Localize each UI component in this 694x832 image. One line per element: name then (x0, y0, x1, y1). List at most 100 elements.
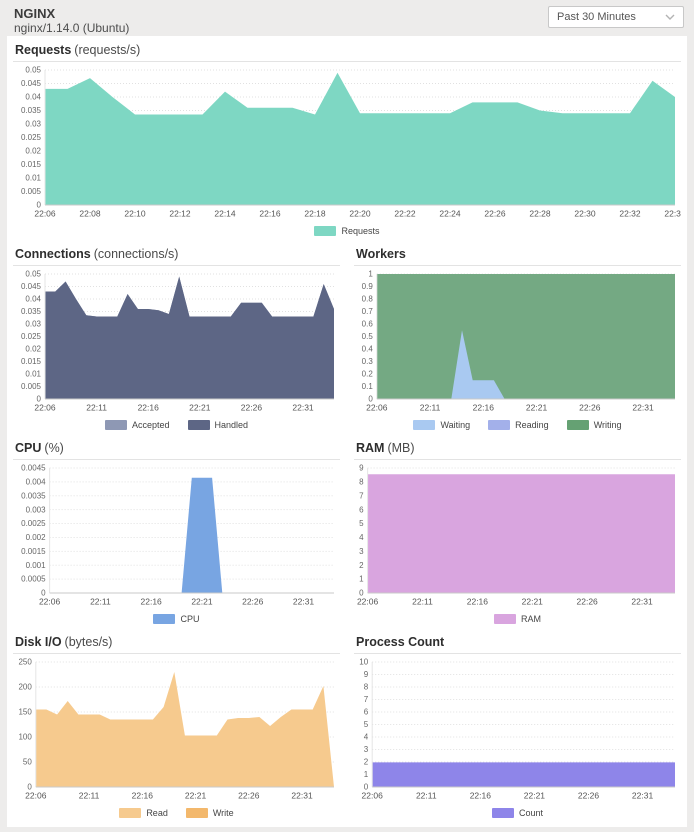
svg-text:1: 1 (359, 575, 364, 584)
svg-text:5: 5 (359, 519, 364, 528)
svg-text:22:11: 22:11 (420, 403, 441, 413)
app-title: NGINX (14, 6, 56, 21)
svg-text:22:21: 22:21 (522, 597, 544, 607)
svg-text:9: 9 (364, 670, 369, 679)
svg-text:2: 2 (364, 758, 369, 767)
svg-text:4: 4 (364, 733, 369, 742)
time-range-select[interactable]: Past 30 Minutes (548, 6, 684, 28)
svg-text:0.001: 0.001 (26, 561, 47, 570)
svg-text:22:16: 22:16 (467, 597, 489, 607)
legend-item-waiting: Waiting (413, 419, 471, 430)
svg-text:22:21: 22:21 (524, 791, 546, 801)
svg-text:0.04: 0.04 (25, 93, 41, 102)
chart-workers: Workers 0 0.1 0.2 0.3 0.4 0.5 0.6 0.7 0.8 0.9 1 22:… (354, 245, 681, 431)
svg-text:0.1: 0.1 (362, 382, 374, 391)
svg-text:22:18: 22:18 (304, 209, 326, 219)
workers-plot-area: 0 0.1 0.2 0.3 0.4 0.5 0.6 0.7 0.8 0.9 1 22:06 22:11 2… (354, 268, 681, 418)
legend-swatch (119, 807, 142, 818)
svg-text:22:06: 22:06 (362, 791, 384, 801)
chart-unit-text: (requests/s) (74, 43, 141, 57)
svg-text:22:06: 22:06 (366, 403, 388, 413)
svg-text:100: 100 (18, 733, 32, 742)
legend-item-accepted: Accepted (104, 419, 170, 430)
svg-text:22:31: 22:31 (631, 597, 653, 607)
svg-text:50: 50 (23, 758, 32, 767)
legend-item-write: Write (185, 807, 234, 818)
svg-text:22:11: 22:11 (90, 597, 111, 607)
svg-text:0.0035: 0.0035 (21, 491, 46, 500)
svg-text:22:22: 22:22 (394, 209, 416, 219)
svg-text:0.6: 0.6 (362, 320, 374, 329)
legend-swatch (314, 225, 337, 236)
svg-text:0.9: 0.9 (362, 282, 374, 291)
svg-text:0.0015: 0.0015 (21, 547, 46, 556)
time-range-value: Past 30 Minutes (557, 11, 636, 23)
legend-label: Write (212, 807, 234, 818)
svg-text:0.8: 0.8 (362, 295, 374, 304)
legend-swatch (153, 613, 176, 624)
svg-text:6: 6 (359, 505, 364, 514)
chart-title-text: CPU (15, 441, 42, 455)
svg-text:22:30: 22:30 (574, 209, 596, 219)
legend-swatch (488, 419, 511, 430)
legend-label: Reading (515, 419, 549, 430)
chart-connections: Connections (connections/s) 0 0.005 0.01 0.0… (13, 245, 340, 431)
legend-swatch (413, 419, 436, 430)
svg-text:0.035: 0.035 (21, 106, 42, 115)
svg-text:0: 0 (41, 589, 46, 598)
svg-text:0.01: 0.01 (25, 174, 41, 183)
svg-text:22:16: 22:16 (473, 403, 495, 413)
chart-process-count: Process Count 0 1 2 3 4 5 6 7 8 9 10 22:06 22:11 22:1… (354, 633, 681, 819)
svg-text:0: 0 (37, 201, 42, 210)
svg-text:2: 2 (359, 561, 364, 570)
svg-text:1: 1 (368, 270, 373, 279)
svg-text:22:24: 22:24 (439, 209, 461, 219)
svg-text:22:32: 22:32 (619, 209, 641, 219)
svg-text:6: 6 (364, 708, 369, 717)
legend-label: Writing (593, 419, 622, 430)
svg-text:22:11: 22:11 (86, 403, 107, 413)
svg-text:0.0005: 0.0005 (21, 575, 46, 584)
svg-text:22:26: 22:26 (242, 597, 264, 607)
charts-panel: Requests (requests/s) 0 0.005 0.01 0.015 0.02… (7, 36, 687, 827)
svg-text:22:34: 22:34 (664, 209, 681, 219)
svg-text:22:31: 22:31 (632, 791, 654, 801)
disk-io-title: Disk I/O (bytes/s) (13, 633, 340, 654)
svg-text:10: 10 (359, 658, 368, 667)
workers-title: Workers (354, 245, 681, 266)
svg-text:22:26: 22:26 (238, 791, 260, 801)
svg-text:7: 7 (359, 491, 364, 500)
cpu-title: CPU (%) (13, 439, 340, 460)
svg-text:0.03: 0.03 (25, 320, 41, 329)
chart-cpu: CPU (%) 0 0.0005 0.001 0.0015 0.002 0.0025 0.00… (13, 439, 340, 625)
svg-text:0.015: 0.015 (21, 357, 42, 366)
legend-swatch (566, 419, 589, 430)
legend-label: Read (146, 807, 168, 818)
legend-label: Waiting (440, 419, 471, 430)
svg-text:0.025: 0.025 (21, 133, 42, 142)
requests-title: Requests (requests/s) (13, 41, 681, 62)
chevron-down-icon (665, 14, 675, 20)
svg-text:0.04: 0.04 (25, 295, 41, 304)
svg-text:0.005: 0.005 (21, 382, 42, 391)
svg-text:0: 0 (359, 589, 364, 598)
svg-text:7: 7 (364, 695, 369, 704)
svg-text:22:16: 22:16 (259, 209, 281, 219)
svg-text:22:11: 22:11 (79, 791, 100, 801)
svg-text:22:21: 22:21 (191, 597, 213, 607)
svg-text:0.02: 0.02 (25, 345, 41, 354)
charts-grid: Requests (requests/s) 0 0.005 0.01 0.015 0.02… (13, 41, 681, 819)
svg-text:150: 150 (18, 708, 32, 717)
ram-legend: RAM (354, 612, 681, 625)
chart-title-text: RAM (356, 441, 385, 455)
svg-text:0.0025: 0.0025 (21, 519, 46, 528)
svg-text:0.3: 0.3 (362, 357, 374, 366)
svg-text:3: 3 (364, 745, 369, 754)
legend-item-handled: Handled (187, 419, 248, 430)
legend-label: Requests (341, 225, 380, 236)
svg-text:0: 0 (364, 783, 369, 792)
svg-text:22:31: 22:31 (632, 403, 654, 413)
svg-text:0: 0 (27, 783, 32, 792)
legend-label: Count (518, 807, 544, 818)
svg-text:8: 8 (359, 477, 364, 486)
